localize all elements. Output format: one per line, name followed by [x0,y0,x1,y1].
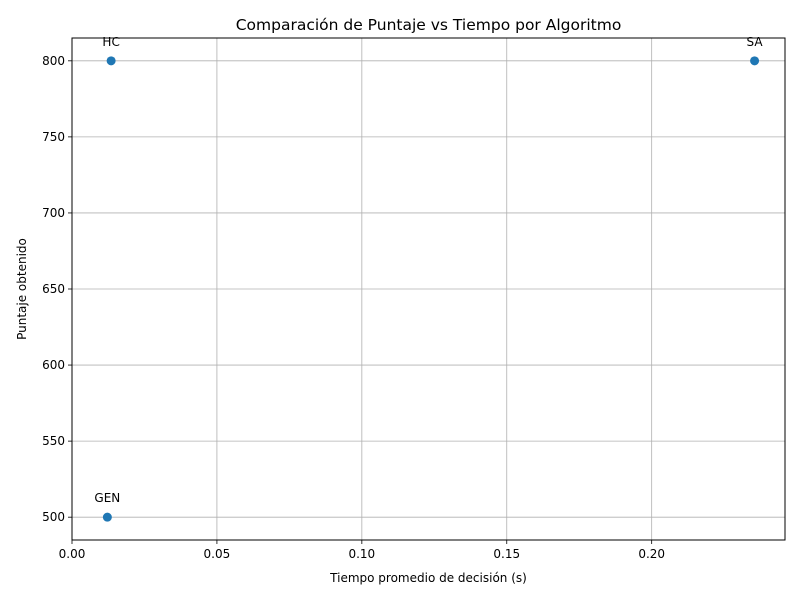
point-label-gen: GEN [94,491,120,505]
grid-layer [71,38,785,540]
x-tick-label: 0.05 [204,547,231,561]
y-tick-label: 750 [42,130,65,144]
y-axis-label: Puntaje obtenido [15,238,29,340]
x-tick-label: 0.15 [493,547,520,561]
point-label-hc: HC [102,35,119,49]
y-tick-label: 800 [42,54,65,68]
point-label-sa: SA [747,35,764,49]
y-tick-label: 550 [42,434,65,448]
y-tick-label: 600 [42,358,65,372]
x-tick-label: 0.00 [59,547,86,561]
chart-title: Comparación de Puntaje vs Tiempo por Alg… [236,16,622,34]
scatter-point-sa [750,56,760,66]
y-tick-label: 500 [42,510,65,524]
scatter-point-hc [106,56,116,66]
x-axis-label: Tiempo promedio de decisión (s) [329,571,527,585]
x-tick-label: 0.10 [348,547,375,561]
x-tick-label: 0.20 [638,547,665,561]
y-tick-label: 650 [42,282,65,296]
x-ticks: 0.00 0.05 0.10 0.15 0.20 [59,540,665,561]
y-tick-label: 700 [42,206,65,220]
scatter-point-gen [102,512,112,522]
y-ticks: 500 550 600 650 700 750 800 [42,54,72,524]
points-layer: HC SA GEN [94,35,763,522]
